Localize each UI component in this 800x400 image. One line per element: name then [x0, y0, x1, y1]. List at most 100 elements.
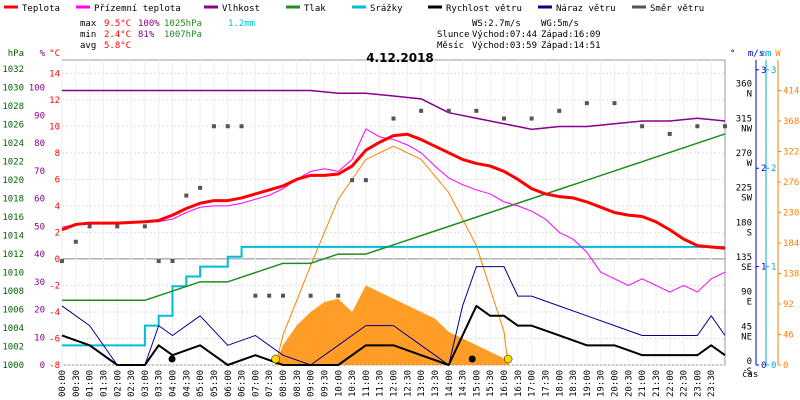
- wind-direction-point: [156, 259, 161, 264]
- x-tick-label: 01:00: [86, 370, 96, 397]
- stat-moonset: Západ:14:51: [541, 41, 601, 51]
- sunset-marker: [503, 354, 513, 364]
- solar-axis-tick-label: 322: [783, 148, 799, 158]
- pressure-axis-tick-label: 1032: [2, 65, 24, 75]
- x-tick-label: 14:00: [445, 370, 455, 397]
- x-tick-label: 19:30: [597, 370, 607, 397]
- legend-label: Tlak: [304, 4, 326, 14]
- stat-value: 5.8°C: [104, 41, 131, 51]
- x-tick-label: 16:00: [500, 370, 510, 397]
- wind-direction-point: [584, 101, 589, 106]
- wind-direction-point: [640, 124, 645, 129]
- solar-axis-tick-label: 92: [783, 300, 794, 310]
- wind-direction-point: [253, 293, 258, 298]
- stat-value: 81%: [138, 30, 155, 40]
- x-tick-label: 07:00: [251, 370, 261, 397]
- x-tick-label: 18:30: [569, 370, 579, 397]
- wind-speed-axis-tick-label: 1: [761, 263, 766, 273]
- temperature-axis-tick-label: 10: [49, 122, 60, 132]
- rain-axis-tick-label: 2: [771, 164, 776, 174]
- direction-axis-tick-label: 45: [741, 322, 752, 332]
- temperature-axis-tick-label: -6: [49, 334, 60, 344]
- pressure-axis-tick-label: 1016: [2, 213, 24, 223]
- solar-axis-tick-label: 368: [783, 117, 799, 127]
- x-tick-label: 08:30: [293, 370, 303, 397]
- stat-value: 2.4°C: [104, 30, 131, 40]
- humidity-axis-tick-label: 100: [29, 84, 45, 94]
- legend-label: Náraz větru: [556, 4, 616, 14]
- x-tick-label: 13:30: [431, 370, 441, 397]
- wind-direction-point: [557, 108, 562, 113]
- x-tick-label: 18:00: [555, 370, 565, 397]
- wind-direction-point: [723, 124, 727, 129]
- temperature-axis-tick-label: 0: [55, 255, 60, 265]
- x-tick-label: 20:00: [611, 370, 621, 397]
- legend-label: Směr větru: [650, 4, 704, 14]
- x-tick-label: 16:30: [514, 370, 524, 397]
- direction-axis-compass-label: SE: [741, 263, 752, 273]
- wind-direction-point: [142, 224, 147, 229]
- x-tick-label: 13:00: [417, 370, 427, 397]
- x-tick-label: 06:30: [238, 370, 248, 397]
- temperature-axis-tick-label: 8: [55, 149, 60, 159]
- x-tick-label: 07:30: [265, 370, 275, 397]
- pressure-axis-tick-label: 1020: [2, 176, 24, 186]
- wind-direction-point: [239, 124, 244, 129]
- direction-axis-tick-label: 90: [741, 288, 752, 298]
- pressure-axis-tick-label: 1030: [2, 84, 24, 94]
- x-tick-label: 09:00: [307, 370, 317, 397]
- wind-direction-point: [612, 101, 617, 106]
- wind-gust-line: [61, 266, 726, 366]
- pressure-axis-tick-label: 1022: [2, 158, 24, 168]
- rain-axis-tick-label: 3: [771, 66, 776, 76]
- humidity-axis-tick-label: 20: [34, 306, 45, 316]
- wind-direction-point: [502, 116, 506, 121]
- x-tick-label: 14:30: [459, 370, 469, 397]
- wind-direction-point: [391, 116, 396, 121]
- pressure-axis-tick-label: 1018: [2, 195, 24, 205]
- x-tick-label: 19:00: [583, 370, 593, 397]
- x-tick-label: 03:00: [141, 370, 151, 397]
- wind-direction-point: [446, 108, 451, 113]
- stat-value: min: [80, 30, 96, 40]
- x-tick-label: 03:30: [155, 370, 165, 397]
- wind-direction-point: [267, 293, 272, 298]
- direction-axis-compass-label: E: [747, 298, 752, 308]
- humidity-line: [62, 89, 726, 131]
- wind-speed-line: [61, 304, 726, 366]
- rain-axis-tick-label: 1: [771, 263, 776, 273]
- solar-axis-tick-label: 138: [783, 270, 799, 280]
- solar-axis-tick-label: 414: [783, 87, 799, 97]
- temperature-line: [61, 132, 726, 250]
- solar-axis-tick-label: 0: [783, 361, 788, 371]
- pressure-axis-tick-label: 1010: [2, 269, 24, 279]
- temperature-axis-tick-label: 4: [55, 202, 60, 212]
- pressure-axis-tick-label: 1024: [2, 139, 24, 149]
- x-tick-label: 10:30: [348, 370, 358, 397]
- solar-axis-unit: W: [775, 49, 781, 59]
- wind-direction-point: [60, 259, 64, 264]
- pressure-line: [62, 133, 726, 302]
- wind-direction-point: [184, 193, 189, 198]
- wind-speed-axis-tick-label: 2: [761, 164, 766, 174]
- legend-label: Přízemní teplota: [94, 4, 181, 14]
- wind-speed-axis-unit: m/s: [748, 49, 764, 59]
- direction-axis-compass-label: NW: [741, 124, 752, 134]
- x-tick-label: 21:00: [638, 370, 648, 397]
- humidity-axis-tick-label: 60: [34, 195, 45, 205]
- pressure-axis-tick-label: 1002: [2, 343, 24, 353]
- wind-direction-point: [281, 293, 285, 298]
- x-tick-label: 17:30: [541, 370, 551, 397]
- humidity-axis-unit: %: [40, 49, 46, 59]
- rain-line: [62, 245, 725, 347]
- ground-temperature-line: [61, 128, 726, 293]
- stat-wg: WG:5m/s: [541, 19, 579, 29]
- wind-direction-point: [695, 124, 700, 129]
- wind-direction-point: [419, 108, 424, 113]
- x-axis-label: čas: [742, 369, 758, 380]
- wind-direction-point: [198, 185, 203, 190]
- wind-direction-point: [667, 131, 672, 136]
- temperature-axis-tick-label: 6: [55, 175, 60, 185]
- direction-axis-compass-label: S: [747, 228, 752, 238]
- x-tick-label: 23:00: [693, 370, 703, 397]
